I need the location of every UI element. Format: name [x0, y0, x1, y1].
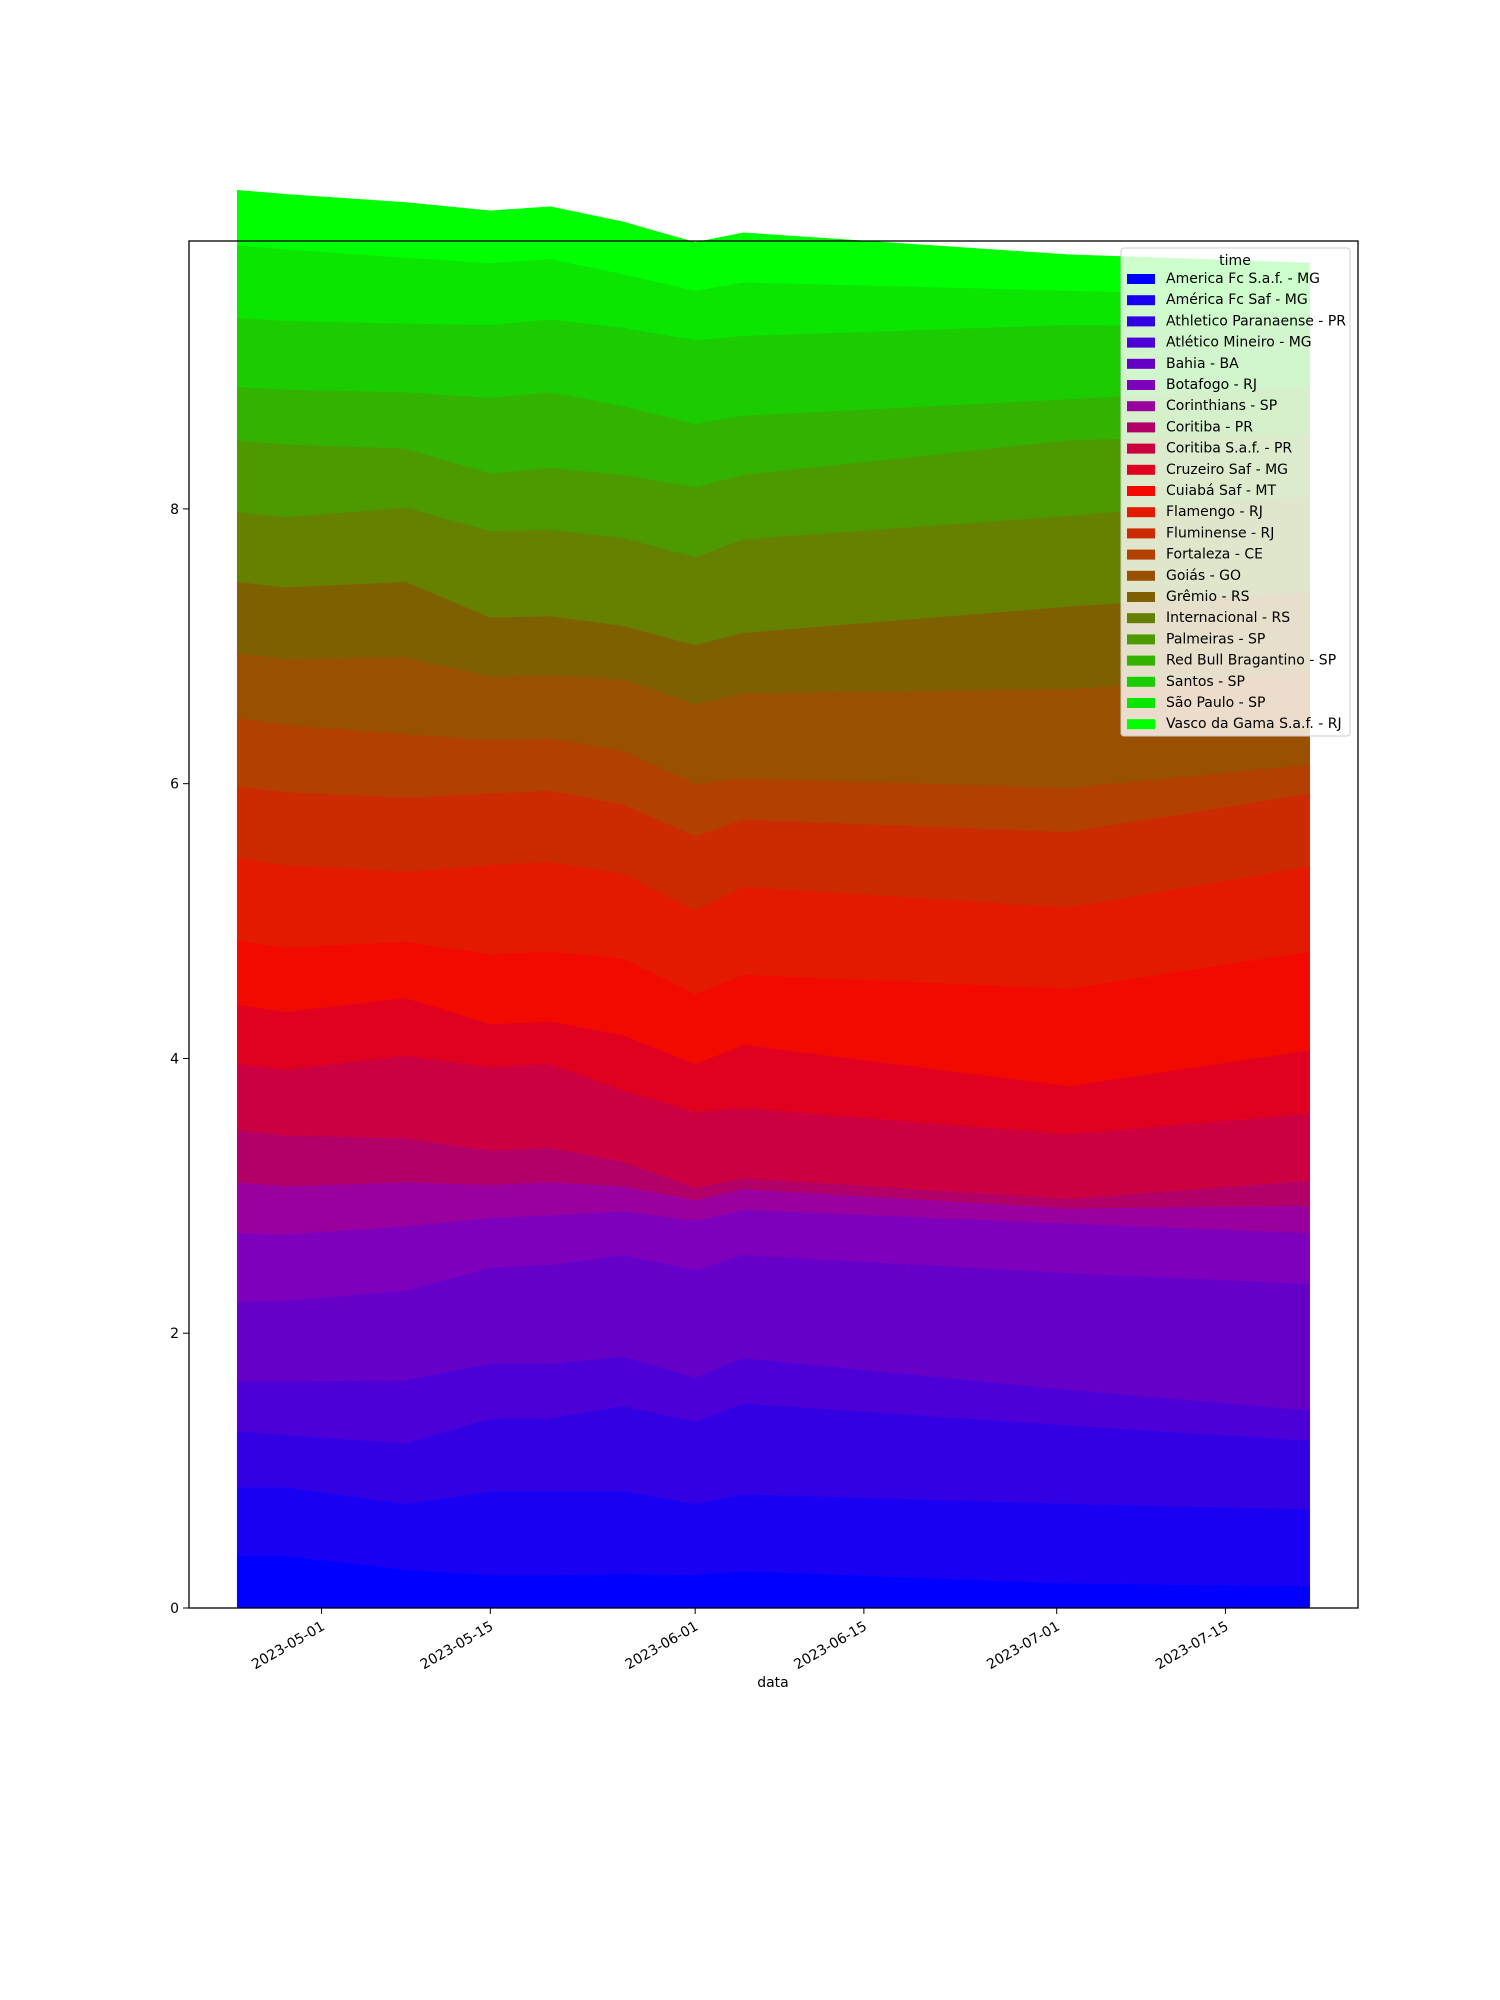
legend-swatch [1127, 698, 1155, 708]
legend-label: Cruzeiro Saf - MG [1166, 462, 1288, 478]
legend-swatch [1127, 655, 1155, 666]
y-tick-label: 6 [170, 777, 179, 793]
legend-swatch [1127, 380, 1155, 390]
legend-label: Corinthians - SP [1166, 398, 1277, 414]
area-layers [236, 189, 1311, 1609]
legend-swatch [1127, 295, 1155, 306]
legend-label: Flamengo - RJ [1166, 504, 1263, 520]
legend-label: Grêmio - RS [1166, 589, 1250, 605]
legend-label: Athletico Paranaense - PR [1166, 313, 1346, 329]
legend-swatch [1127, 443, 1155, 454]
legend-swatch [1127, 464, 1155, 475]
plot-frame [188, 240, 1359, 1609]
legend-swatch [1127, 570, 1155, 581]
y-tick-label: 0 [170, 1601, 179, 1617]
legend-swatch [1127, 719, 1155, 730]
legend-swatch [1127, 358, 1155, 369]
legend-title: time [1219, 253, 1251, 269]
x-tick-label: 2023-07-15 [1153, 1619, 1231, 1674]
legend-label: São Paulo - SP [1166, 695, 1265, 711]
legend-label: Bahia - BA [1166, 356, 1239, 372]
legend-label: Vasco da Gama S.a.f. - RJ [1166, 716, 1342, 732]
x-tick-label: 2023-05-15 [418, 1619, 496, 1674]
legend-label: America Fc S.a.f. - MG [1166, 271, 1320, 287]
x-axis-label: data [757, 1675, 789, 1691]
legend-swatch [1127, 549, 1155, 560]
y-axis: 0 2 4 6 8 [170, 502, 189, 1617]
x-tick-label: 2023-05-01 [249, 1619, 327, 1674]
legend-label: Atlético Mineiro - MG [1166, 335, 1312, 351]
legend-label: Botafogo - RJ [1166, 377, 1257, 393]
legend: time America Fc S.a.f. - MG América Fc Sa… [1120, 247, 1351, 737]
legend-label: América Fc Saf - MG [1166, 292, 1308, 308]
legend-swatch [1127, 401, 1155, 412]
legend-label: Coritiba - PR [1166, 419, 1253, 435]
y-tick-label: 4 [170, 1051, 179, 1067]
legend-label: Coritiba S.a.f. - PR [1166, 441, 1292, 457]
legend-label: Fortaleza - CE [1166, 547, 1263, 563]
legend-label: Internacional - RS [1166, 610, 1290, 626]
legend-swatch [1127, 422, 1155, 433]
legend-label: Fluminense - RJ [1166, 525, 1274, 541]
x-tick-label: 2023-06-15 [791, 1619, 869, 1674]
legend-label: Cuiabá Saf - MT [1166, 483, 1276, 499]
x-tick-label: 2023-06-01 [623, 1619, 701, 1674]
legend-swatch [1127, 528, 1155, 539]
x-tick-label: 2023-07-01 [984, 1619, 1062, 1674]
legend-swatch [1127, 316, 1155, 327]
legend-label: Goiás - GO [1166, 568, 1241, 584]
legend-label: Santos - SP [1166, 674, 1245, 690]
y-tick-label: 2 [170, 1326, 179, 1342]
legend-label: Palmeiras - SP [1166, 631, 1265, 647]
y-tick-label: 8 [170, 502, 179, 518]
legend-swatch [1127, 486, 1155, 496]
legend-swatch [1127, 507, 1155, 518]
x-axis: 2023-05-01 2023-05-15 2023-06-01 2023-06-15… [249, 1608, 1231, 1673]
legend-items: America Fc S.a.f. - MG América Fc Saf - M… [1127, 271, 1346, 732]
legend-swatch [1127, 274, 1155, 284]
legend-swatch [1127, 634, 1155, 645]
legend-swatch [1127, 592, 1155, 602]
legend-swatch [1127, 676, 1155, 687]
legend-swatch [1127, 337, 1155, 348]
legend-label: Red Bull Bragantino - SP [1166, 653, 1336, 669]
legend-frame [1120, 247, 1351, 737]
legend-swatch [1127, 613, 1155, 624]
